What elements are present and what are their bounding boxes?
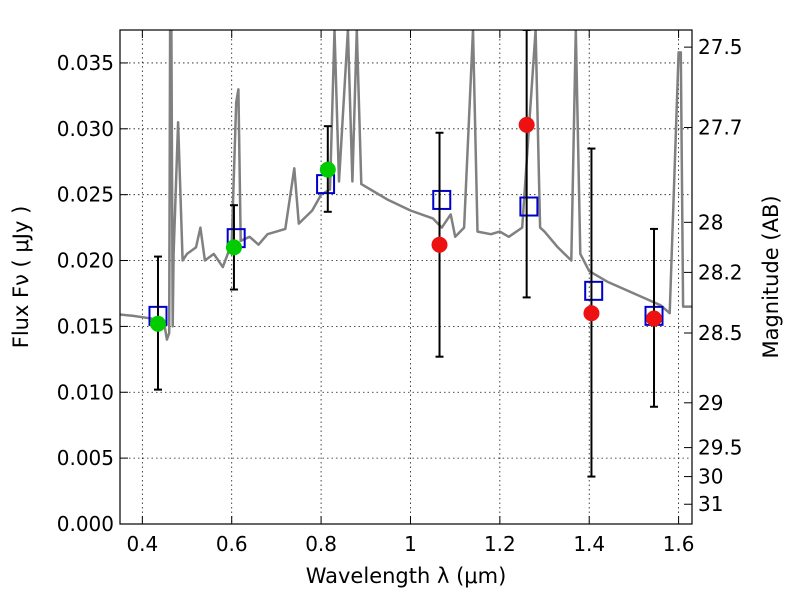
y-tick-label: 0.010 (57, 380, 114, 404)
y-axis-label: Flux Fν ( μJy ) (9, 206, 33, 349)
tick-layer: 0.4 0.6 0.8 1 1.2 1.4 1.6 0.000 0.005 0.010 0.015 0… (57, 30, 743, 556)
y2-tick-label: 27.5 (698, 35, 743, 59)
x-tick-label: 0.8 (305, 532, 337, 556)
y-tick-label: 0.000 (57, 512, 114, 536)
y2-tick-label: 31 (698, 492, 723, 516)
observed-flux-point (431, 236, 448, 253)
y-tick-label: 0.020 (57, 249, 114, 273)
y2-tick-label: 30 (698, 465, 723, 489)
x-tick-label: 1.4 (573, 532, 605, 556)
plot-layer (120, 30, 692, 478)
observed-flux-point (319, 161, 336, 178)
y2-tick-label: 28 (698, 210, 723, 234)
y-tick-label: 0.035 (57, 51, 114, 75)
y2-tick-label: 28.2 (698, 260, 743, 284)
observed-flux-point (518, 116, 535, 133)
y2-tick-label: 29 (698, 391, 723, 415)
x-tick-label: 0.4 (126, 532, 158, 556)
model-flux-square (519, 196, 539, 217)
observed-flux-point (225, 239, 242, 256)
observed-flux-point (583, 305, 600, 322)
observed-flux-point (646, 310, 663, 327)
plot-area (120, 30, 692, 478)
y-tick-label: 0.030 (57, 117, 114, 141)
model-flux-square (432, 189, 452, 210)
y-tick-label: 0.025 (57, 183, 114, 207)
observed-flux-point (149, 315, 166, 332)
y2-tick-label: 29.5 (698, 436, 743, 460)
y2-tick-label: 27.7 (698, 115, 743, 139)
plot-frame (119, 29, 693, 525)
model-spectrum-line (120, 30, 692, 341)
x-tick-label: 1.6 (663, 532, 695, 556)
x-tick-label: 1 (404, 532, 417, 556)
y-tick-label: 0.015 (57, 314, 114, 338)
model-flux-square (584, 280, 604, 301)
y2-tick-label: 28.5 (698, 321, 743, 345)
y2-axis-label: Magnitude (AB) (759, 195, 783, 358)
x-tick-label: 0.6 (216, 532, 248, 556)
x-axis-label: Wavelength λ (μm) (306, 564, 507, 588)
x-tick-label: 1.2 (484, 532, 516, 556)
y-tick-label: 0.005 (57, 446, 114, 470)
